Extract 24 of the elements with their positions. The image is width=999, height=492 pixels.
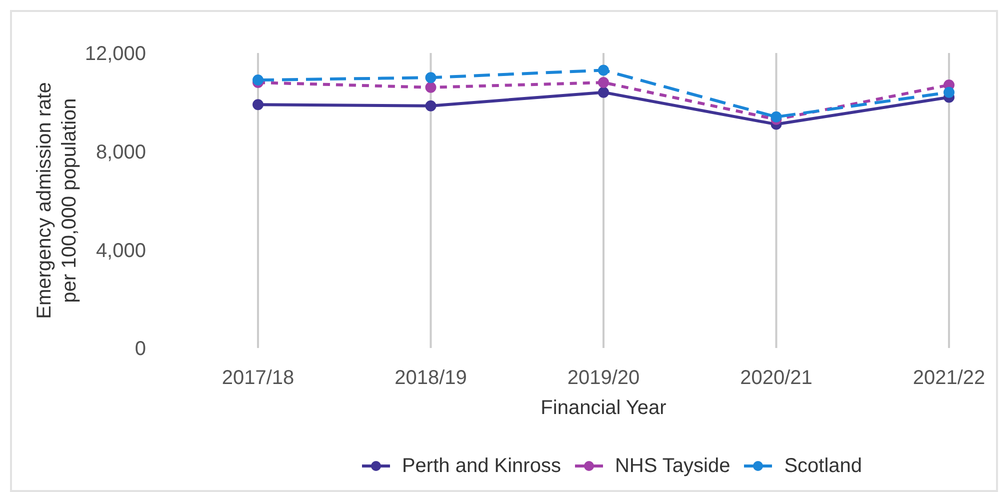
x-tick-label: 2020/21 xyxy=(740,367,812,390)
x-tick-label: 2019/20 xyxy=(567,367,640,390)
point xyxy=(425,82,436,93)
y-tick-label: 8,000 xyxy=(96,141,146,164)
point xyxy=(598,64,609,76)
point xyxy=(425,100,436,112)
point xyxy=(425,72,436,84)
x-tick-label: 2021/22 xyxy=(912,367,986,390)
point xyxy=(598,77,609,88)
point xyxy=(598,86,609,98)
y-tick-label: 4,000 xyxy=(96,240,146,262)
x-tick-label: 2018/19 xyxy=(394,367,467,390)
point xyxy=(770,111,782,122)
y-tick-label: 0 xyxy=(134,338,146,360)
y-tick-label: 12,000 xyxy=(84,43,146,66)
legend-label: NHS Tayside xyxy=(614,454,730,478)
y-axis-title: Emergency admission rate per 100,000 population xyxy=(34,82,80,319)
x-axis-title: Financial Year xyxy=(540,397,667,419)
legend-label: Scotland xyxy=(784,454,862,478)
point xyxy=(252,74,264,86)
point xyxy=(252,99,264,110)
point xyxy=(944,86,954,98)
x-tick-label: 2017/18 xyxy=(222,367,294,390)
legend-label: Perth and Kinross xyxy=(402,454,561,478)
